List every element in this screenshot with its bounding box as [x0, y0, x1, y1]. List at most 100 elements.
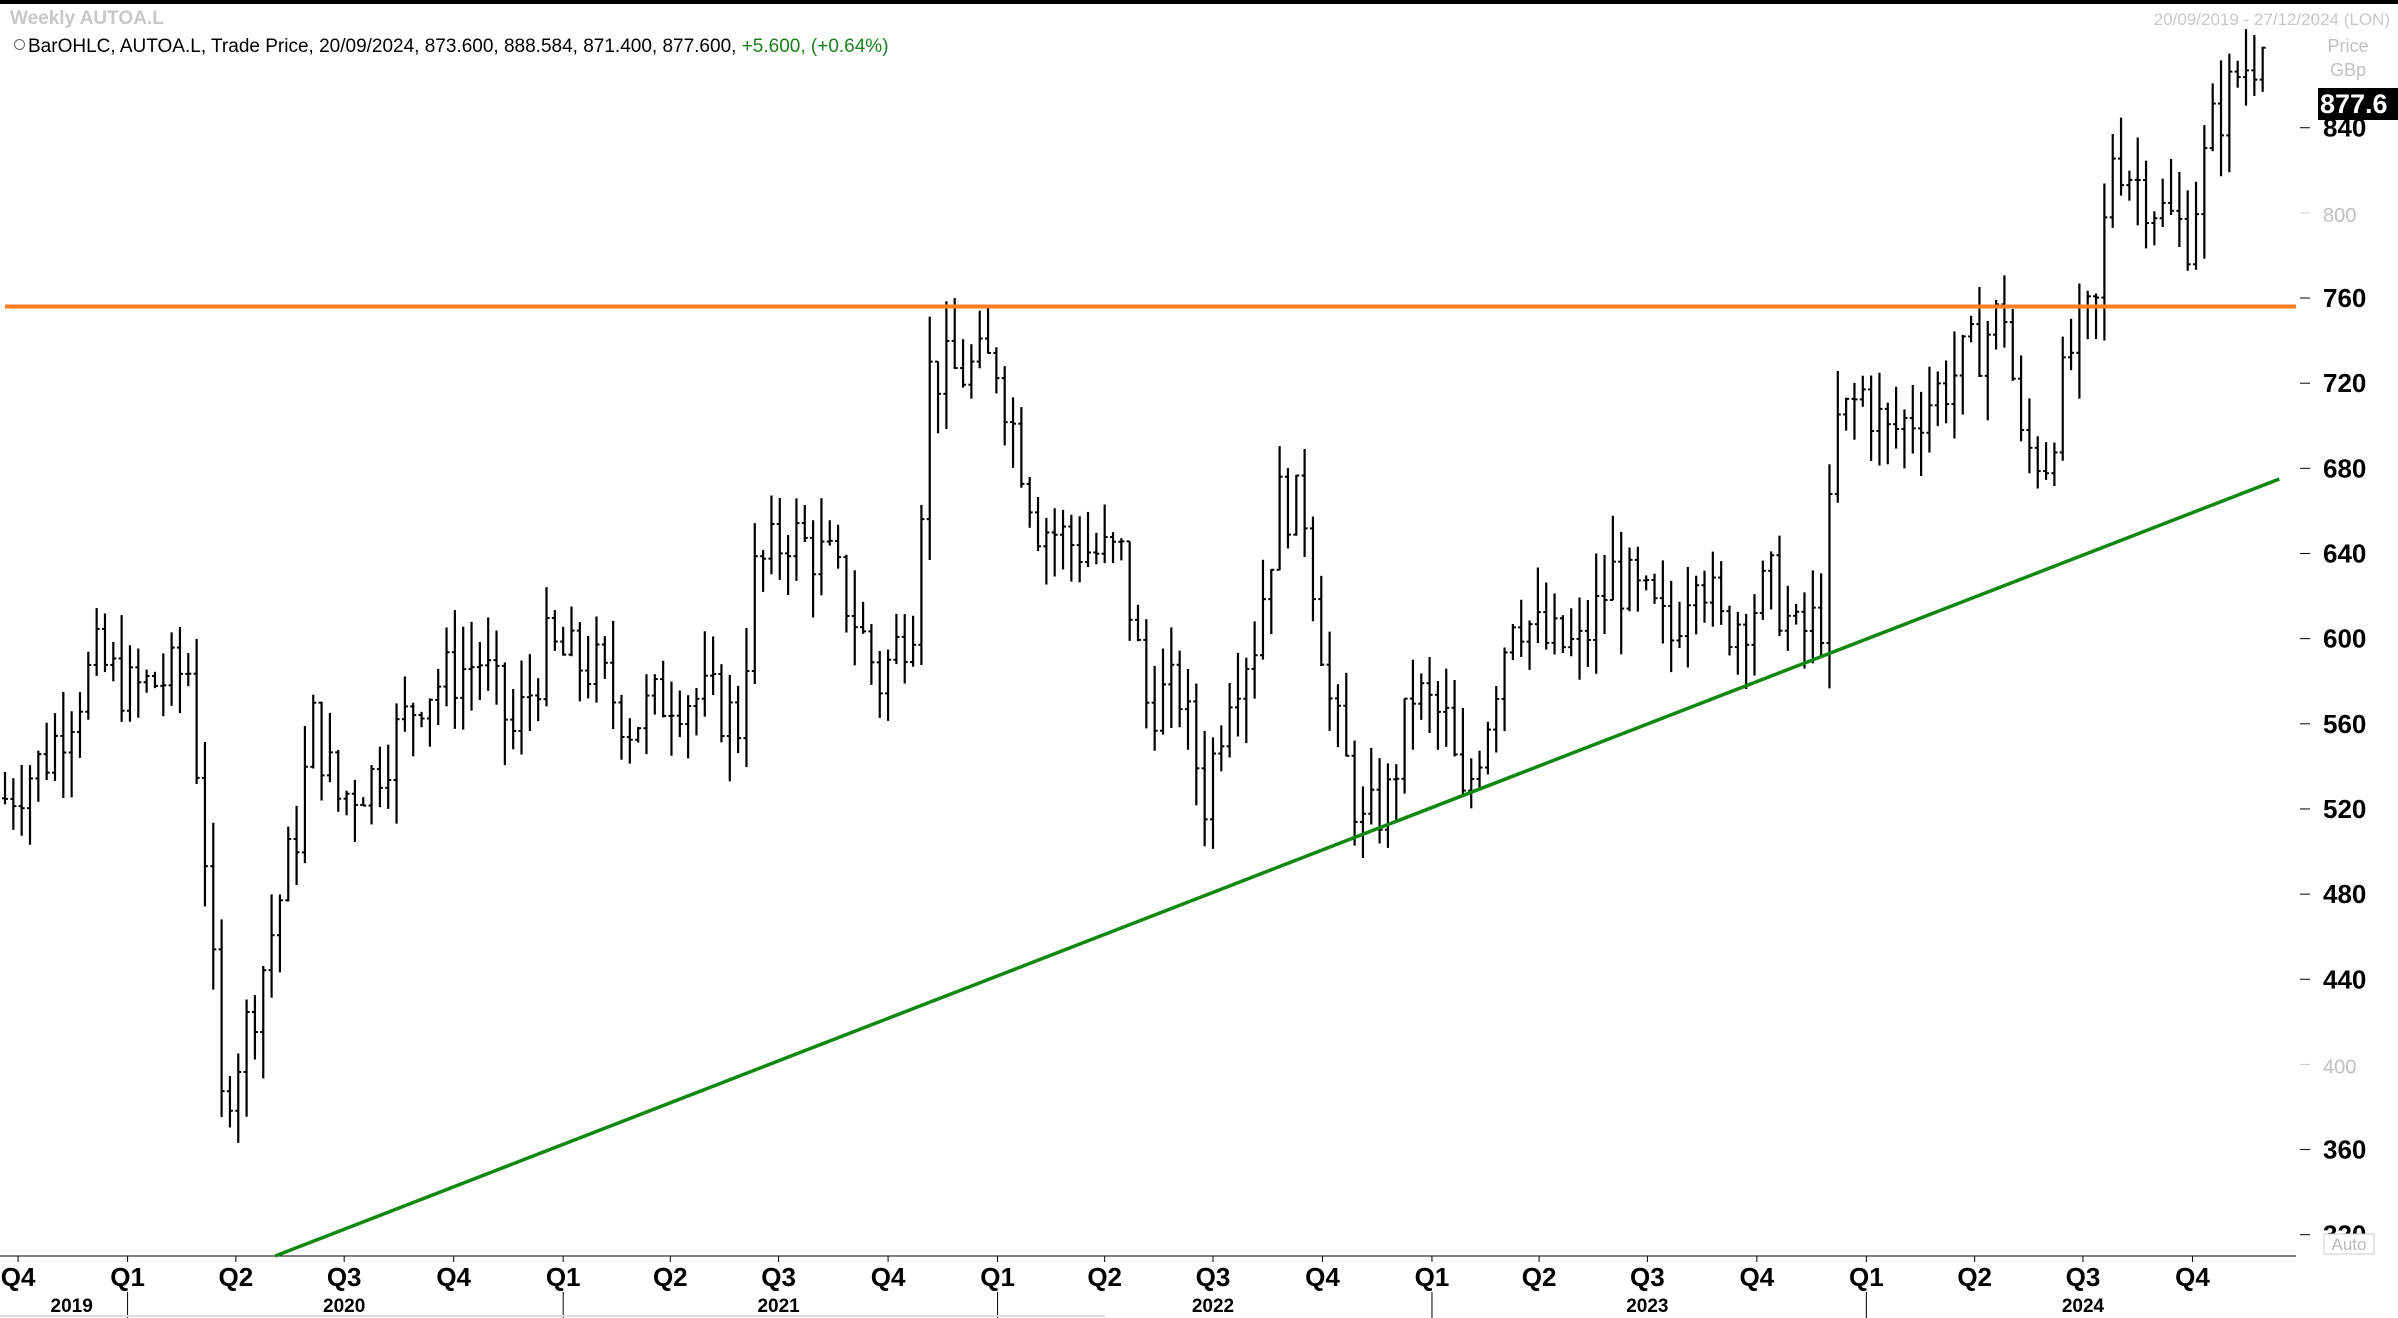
ohlc-bar	[2043, 442, 2050, 480]
ohlc-bar	[1118, 538, 1125, 561]
ohlc-bar	[1751, 594, 1758, 676]
x-axis: Q4 Q1 Q2 Q3 Q4 Q1 Q2 Q3 Q4 Q1 Q2 Q3 Q4 Q1 Q2 Q3 Q4 Q1 Q2 Q3…	[0, 1256, 2210, 1318]
ohlc-bar	[768, 495, 775, 575]
auto-scale-button[interactable]	[2323, 1233, 2375, 1255]
ohlc-bar	[243, 999, 250, 1117]
ohlc-bar	[1234, 652, 1241, 737]
ohlc-bar	[60, 691, 67, 798]
price-axis-title: Price	[2327, 36, 2368, 56]
quarter-label: Q4	[1740, 1262, 1775, 1292]
ohlc-bar	[1968, 315, 1975, 343]
ohlc-bar	[2193, 181, 2200, 270]
ohlc-bar	[1043, 517, 1050, 585]
ohlc-bar	[1793, 603, 1800, 625]
ohlc-bar	[2176, 171, 2183, 248]
ohlc-bar	[751, 523, 758, 684]
ohlc-bar	[360, 797, 367, 807]
ohlc-bar	[1918, 391, 1925, 477]
last-price-badge	[2318, 88, 2398, 120]
ohlc-bar	[1051, 508, 1058, 577]
ohlc-bar	[1693, 575, 1700, 635]
ohlc-bar	[701, 631, 708, 717]
ohlc-bar	[693, 687, 700, 736]
ohlc-bar	[2218, 60, 2225, 177]
ohlc-bar	[901, 614, 908, 684]
ohlc-bar	[1584, 600, 1591, 667]
ohlc-bar	[135, 648, 142, 718]
ohlc-bar	[1526, 620, 1533, 670]
ohlc-bar	[393, 703, 400, 824]
ohlc-bar	[1293, 474, 1300, 536]
ohlc-bar	[976, 310, 983, 369]
y-tick-label: 560	[2323, 709, 2366, 739]
quarter-label: Q1	[1849, 1262, 1884, 1292]
ohlc-bar	[593, 616, 600, 703]
ohlc-bar	[2251, 35, 2258, 96]
quarter-label: Q3	[1630, 1262, 1665, 1292]
ohlc-bar	[1676, 601, 1683, 648]
year-label: 2023	[1626, 1296, 1668, 1317]
price-axis-unit: GBp	[2330, 60, 2366, 80]
ohlc-bar	[1834, 370, 1841, 503]
ohlc-bar	[151, 671, 158, 689]
ohlc-bar	[576, 621, 583, 702]
ohlc-bar	[818, 498, 825, 596]
quarter-label: Q1	[980, 1262, 1015, 1292]
ohlc-bar	[1726, 605, 1733, 656]
quarter-label: Q4	[436, 1262, 471, 1292]
ohlc-bar	[185, 653, 192, 687]
ohlc-bar	[1884, 402, 1891, 465]
ohlc-bar	[1301, 449, 1308, 557]
quarter-label: Q3	[761, 1262, 796, 1292]
ohlc-bar	[943, 301, 950, 429]
ohlc-bar	[1226, 683, 1233, 758]
ohlc-bar	[1268, 568, 1275, 635]
quarter-label: Q3	[2066, 1262, 2101, 1292]
ohlc-bar	[260, 966, 267, 1079]
ohlc-bar	[1201, 731, 1208, 847]
ohlc-bar	[876, 650, 883, 718]
ohlc-bar	[168, 632, 175, 706]
ohlc-bar	[2109, 134, 2116, 228]
ohlc-bar	[143, 669, 150, 693]
ohlc-bar	[268, 894, 275, 998]
year-label: 2021	[757, 1296, 800, 1317]
ohlc-bar	[176, 627, 183, 714]
support-line[interactable]	[274, 477, 2280, 1258]
ohlc-bar	[285, 826, 292, 902]
auto-scale-label: Auto	[2332, 1235, 2367, 1254]
trendlines	[5, 304, 2296, 1258]
ohlc-bar	[1951, 331, 1958, 439]
ohlc-bar	[1759, 560, 1766, 620]
y-tick-label: 600	[2323, 624, 2366, 654]
ohlc-bar	[626, 718, 633, 764]
ohlc-bar	[893, 613, 900, 665]
ohlc-bar	[676, 690, 683, 738]
y-tick-label: 480	[2323, 879, 2366, 909]
ohlc-bar	[193, 638, 200, 785]
ohlc-bar	[743, 627, 750, 768]
quarter-label: Q4	[1, 1262, 36, 1292]
y-tick-label: 400	[2323, 1056, 2356, 1078]
ohlc-bar	[2, 772, 8, 805]
ohlc-bar	[535, 678, 542, 722]
ohlc-bar	[960, 339, 967, 388]
ohlc-bar	[1434, 680, 1441, 750]
ohlc-bar	[101, 613, 108, 673]
ohlc-bar	[526, 654, 533, 731]
ohlc-bar	[2076, 283, 2083, 399]
ohlc-bar	[76, 692, 83, 758]
ohlc-bar	[651, 674, 658, 715]
ohlc-bar	[668, 681, 675, 756]
ohlc-bar	[1143, 619, 1150, 729]
y-axis-ticks: 3203604004404805205606006406807207608008…	[2300, 113, 2366, 1250]
ohlc-bar	[401, 676, 408, 732]
ohlc-bar	[460, 626, 467, 730]
ohlc-bar	[1384, 763, 1391, 848]
ohlc-bar	[1126, 540, 1133, 641]
ohlc-bar	[2051, 442, 2058, 486]
ohlc-bar	[810, 520, 817, 618]
legend-marker-icon[interactable]	[14, 39, 25, 50]
ohlc-bar	[510, 689, 517, 750]
